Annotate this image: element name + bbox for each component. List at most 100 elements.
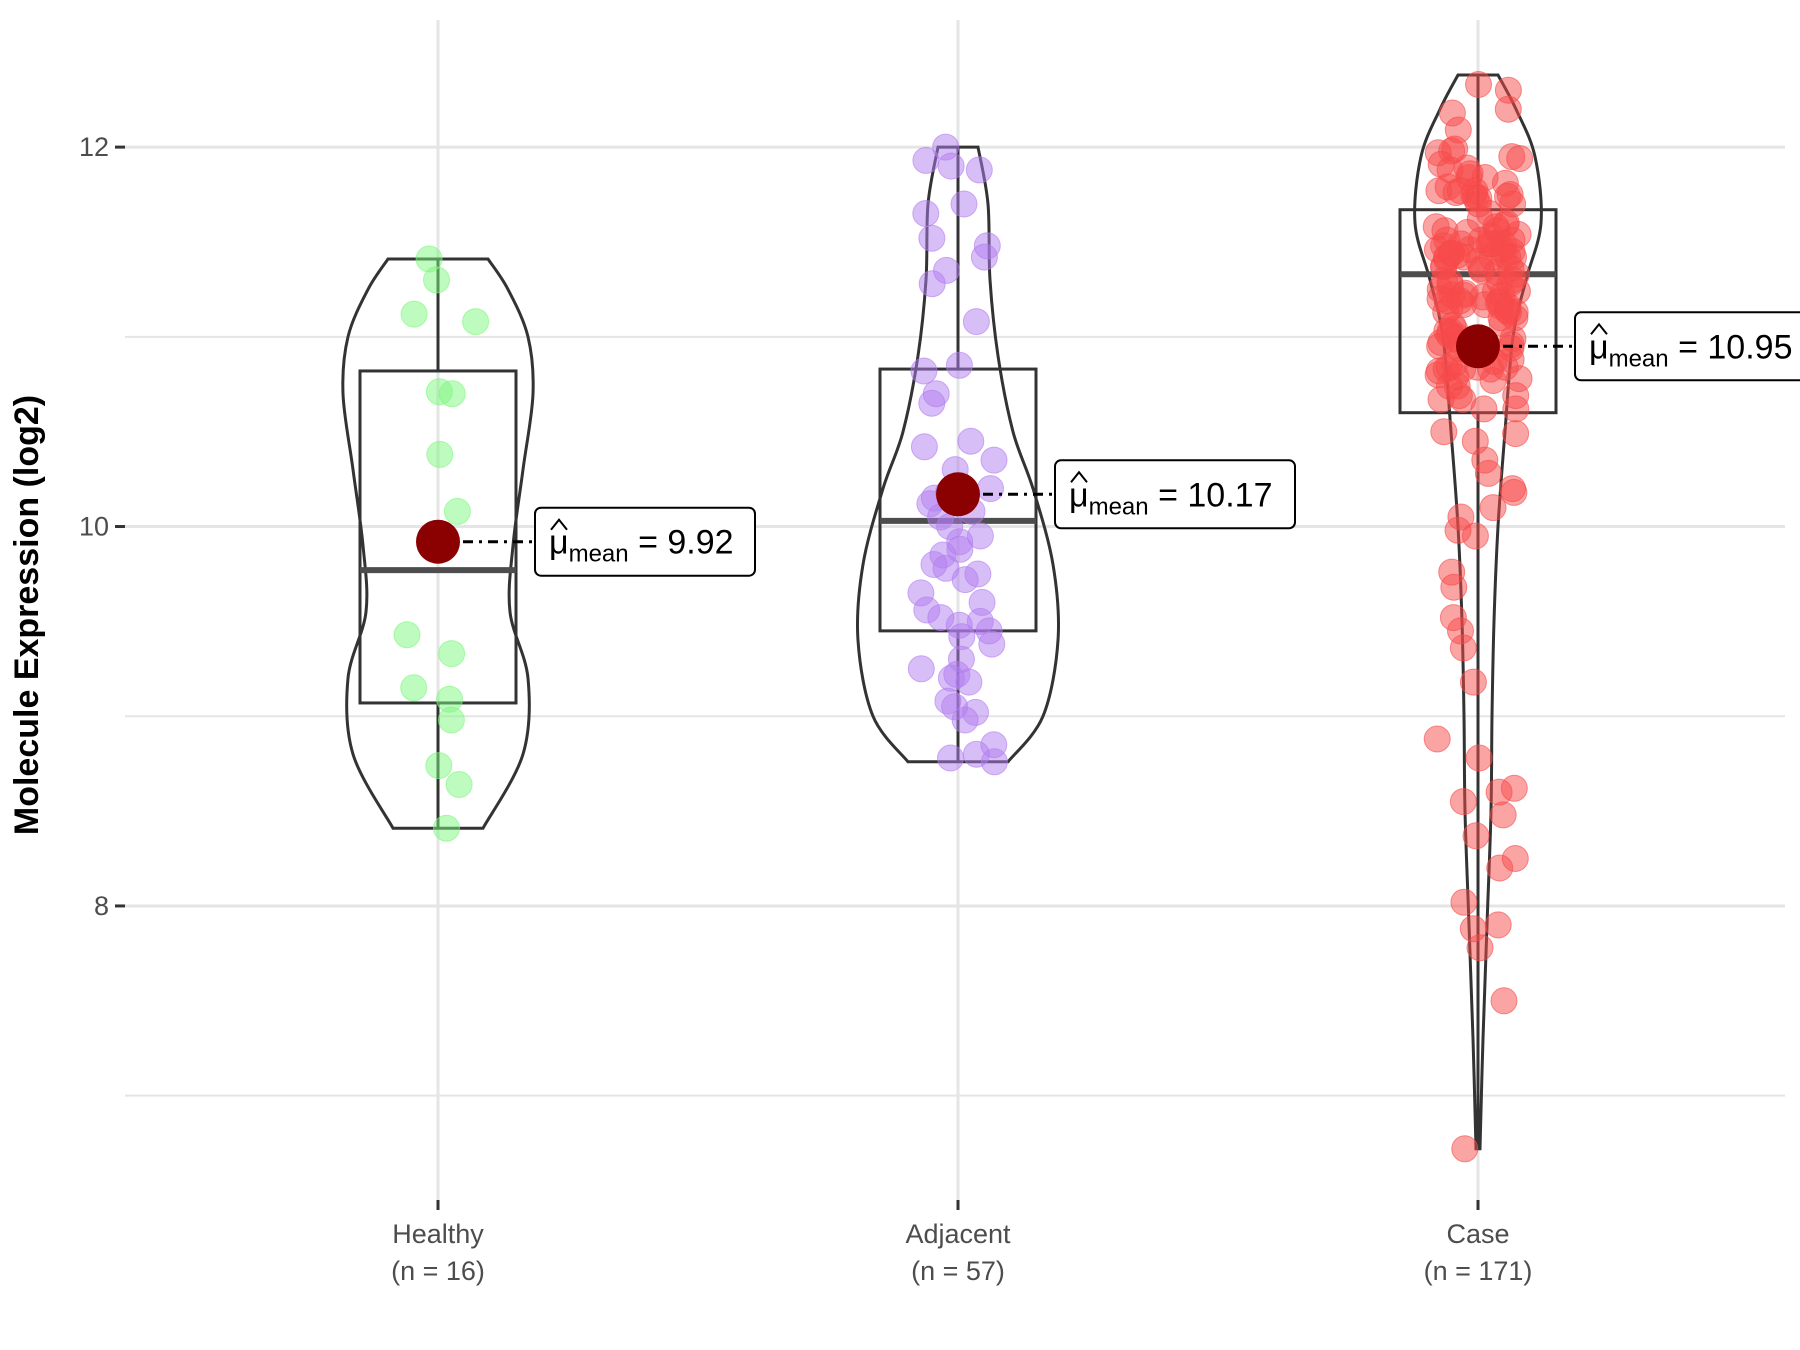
data-point-case: [1499, 475, 1526, 503]
mu-hat-glyph: [550, 518, 568, 531]
y-tick-label: 8: [94, 891, 109, 921]
mean-value: = 9.92: [629, 524, 734, 562]
data-point-healthy: [400, 674, 428, 702]
y-axis-label: Molecule Expression (log2): [8, 395, 46, 835]
data-point-case: [1436, 268, 1464, 296]
mean-marker-healthy: [416, 519, 460, 564]
mean-label-healthy: μmean = 9.92: [549, 524, 734, 568]
data-point-adjacent: [970, 243, 998, 271]
data-point-case: [1490, 987, 1518, 1015]
data-point-adjacent: [912, 146, 940, 174]
data-point-adjacent: [912, 200, 940, 227]
mean-marker-case: [1456, 324, 1500, 369]
data-point-case: [1465, 744, 1493, 772]
mu-symbol: μ: [549, 524, 569, 562]
data-point-healthy: [433, 814, 460, 842]
mean-label-box-case: [1574, 311, 1800, 382]
data-point-adjacent: [962, 308, 990, 336]
data-point-case: [1479, 494, 1507, 522]
mean-marker-adjacent: [936, 472, 980, 517]
data-point-case: [1468, 256, 1496, 284]
data-point-adjacent: [918, 270, 946, 298]
data-point-adjacent: [937, 744, 964, 772]
data-point-healthy: [425, 752, 453, 780]
data-point-case: [1434, 173, 1462, 201]
data-point-adjacent: [965, 156, 993, 184]
violin-healthy: [341, 257, 535, 830]
data-point-healthy: [393, 621, 421, 649]
mu-hat-glyph: [1590, 322, 1608, 335]
x-tick-label-case: Case: [1446, 1219, 1509, 1249]
violins: [341, 73, 1543, 1151]
data-point-adjacent: [955, 668, 983, 696]
mean-subscript: mean: [1609, 345, 1669, 372]
mean-label-case: μmean = 10.95: [1589, 328, 1792, 372]
data-point-case: [1439, 604, 1467, 632]
data-point-healthy: [438, 380, 466, 408]
data-point-adjacent: [978, 630, 1006, 658]
data-point-adjacent: [937, 152, 965, 180]
data-point-healthy: [443, 497, 471, 525]
data-point-case: [1501, 845, 1529, 872]
data-point-case: [1489, 801, 1517, 829]
data-point-adjacent: [918, 389, 946, 417]
data-point-healthy: [437, 706, 465, 734]
data-point-adjacent: [907, 655, 935, 683]
data-point-adjacent: [951, 566, 979, 594]
data-point-healthy: [423, 266, 450, 294]
y-tick-label: 12: [79, 132, 109, 162]
data-point-case: [1438, 99, 1466, 127]
data-point-case: [1502, 382, 1530, 410]
mean-value: = 10.17: [1149, 476, 1273, 514]
data-point-adjacent: [945, 351, 973, 379]
data-point-healthy: [426, 440, 454, 468]
data-point-case: [1459, 915, 1487, 943]
x-tick-label-adjacent: Adjacent: [905, 1219, 1011, 1249]
data-point-healthy: [438, 640, 466, 668]
data-point-case: [1438, 137, 1466, 165]
x-tick-count-adjacent: (n = 57): [911, 1256, 1005, 1286]
data-point-case: [1447, 503, 1475, 531]
data-point-case: [1450, 888, 1478, 916]
mean-label-box-healthy: [534, 506, 756, 577]
mu-symbol: μ: [1069, 476, 1089, 514]
data-point-healthy: [400, 300, 428, 328]
data-point-case: [1430, 418, 1458, 446]
data-point-case: [1451, 1135, 1479, 1163]
data-point-case: [1437, 239, 1465, 267]
data-point-case: [1423, 725, 1451, 753]
x-tick-count-case: (n = 171): [1424, 1256, 1533, 1286]
data-point-adjacent: [910, 357, 938, 385]
data-point-case: [1449, 788, 1477, 816]
mean-subscript: mean: [1089, 493, 1149, 520]
data-point-case: [1453, 219, 1481, 246]
data-point-case: [1506, 145, 1534, 172]
data-point-healthy: [445, 771, 473, 798]
mu-symbol: μ: [1589, 328, 1609, 366]
data-point-case: [1503, 260, 1530, 288]
mean-subscript: mean: [569, 541, 629, 568]
violin-case: [1413, 73, 1543, 1151]
data-point-adjacent: [918, 224, 946, 252]
axes: Molecule Expression (log2) 8 10 12 Healthy (…: [8, 132, 1532, 1286]
x-tick-label-healthy: Healthy: [392, 1219, 484, 1249]
mean-value: = 10.95: [1669, 328, 1793, 366]
data-point-case: [1461, 427, 1489, 455]
data-point-adjacent: [948, 623, 976, 651]
data-point-case: [1465, 71, 1492, 98]
y-tick-label: 10: [79, 512, 109, 542]
data-point-adjacent: [980, 748, 1008, 776]
data-point-case: [1462, 822, 1490, 850]
jitter-points: [393, 71, 1534, 1163]
data-point-case: [1438, 558, 1466, 586]
data-point-case: [1494, 76, 1522, 104]
data-point-case: [1491, 169, 1519, 197]
data-point-case: [1459, 668, 1487, 696]
x-tick-count-healthy: (n = 16): [391, 1256, 485, 1286]
mu-hat-glyph: [1070, 470, 1088, 483]
data-point-adjacent: [910, 433, 938, 461]
data-point-case: [1449, 291, 1477, 319]
data-point-case: [1497, 346, 1525, 374]
